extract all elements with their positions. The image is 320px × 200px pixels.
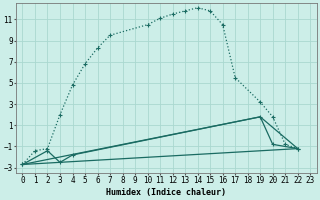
X-axis label: Humidex (Indice chaleur): Humidex (Indice chaleur)	[106, 188, 226, 197]
